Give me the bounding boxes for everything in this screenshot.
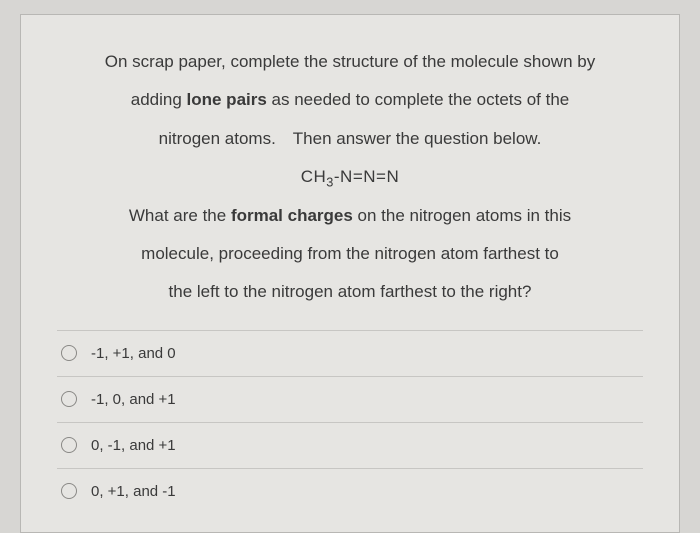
- prompt-bold-formalcharges: formal charges: [231, 206, 353, 225]
- radio-icon: [61, 483, 77, 499]
- option-2[interactable]: -1, 0, and +1: [57, 377, 643, 423]
- option-label: 0, +1, and -1: [91, 483, 176, 500]
- answer-options: -1, +1, and 0 -1, 0, and +1 0, -1, and +…: [57, 330, 643, 514]
- prompt-line-3: nitrogen atoms. Then answer the question…: [159, 129, 542, 148]
- prompt-bold-lonepairs: lone pairs: [187, 90, 267, 109]
- prompt-line-2c: as needed to complete the octets of the: [267, 90, 569, 109]
- option-label: -1, +1, and 0: [91, 345, 176, 362]
- radio-icon: [61, 345, 77, 361]
- option-label: -1, 0, and +1: [91, 391, 176, 408]
- prompt-line-5c: on the nitrogen atoms in this: [353, 206, 571, 225]
- question-card: On scrap paper, complete the structure o…: [20, 14, 680, 533]
- formula-subscript: 3: [326, 174, 334, 189]
- prompt-line-5a: What are the: [129, 206, 231, 225]
- prompt-line-1: On scrap paper, complete the structure o…: [105, 52, 595, 71]
- option-4[interactable]: 0, +1, and -1: [57, 469, 643, 514]
- radio-icon: [61, 391, 77, 407]
- prompt-line-2a: adding: [131, 90, 187, 109]
- molecule-formula: CH3-N=N=N: [301, 167, 400, 186]
- formula-prefix: CH: [301, 167, 327, 186]
- prompt-line-6: molecule, proceeding from the nitrogen a…: [141, 244, 559, 263]
- option-label: 0, -1, and +1: [91, 437, 176, 454]
- formula-suffix: -N=N=N: [334, 167, 399, 186]
- radio-icon: [61, 437, 77, 453]
- question-prompt: On scrap paper, complete the structure o…: [57, 43, 643, 312]
- option-1[interactable]: -1, +1, and 0: [57, 331, 643, 377]
- prompt-line-7: the left to the nitrogen atom farthest t…: [169, 282, 532, 301]
- option-3[interactable]: 0, -1, and +1: [57, 423, 643, 469]
